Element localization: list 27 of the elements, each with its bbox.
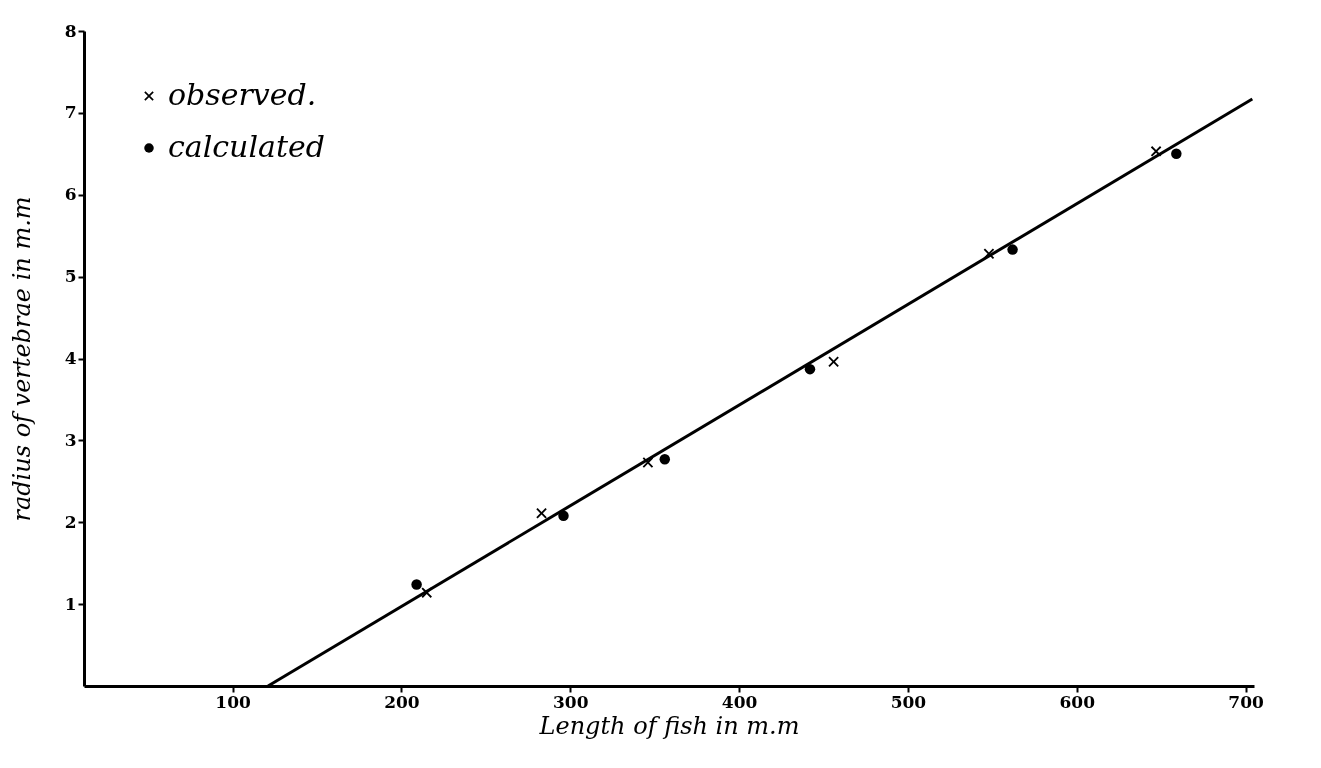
point xyxy=(558,510,569,521)
x-tick-label: 100 xyxy=(215,691,251,712)
x-axis-title: Length of fish in m.m xyxy=(538,711,800,740)
legend-label: calculated xyxy=(168,129,325,164)
y-tick-label: 1 xyxy=(64,593,77,614)
point xyxy=(659,453,671,465)
y-tick-label: 6 xyxy=(64,184,77,205)
x-tick-label: 500 xyxy=(890,691,927,712)
x-tick-label: 400 xyxy=(721,691,758,712)
point xyxy=(1007,244,1018,255)
y-tick-label: 2 xyxy=(64,511,77,532)
x-tick-label: 700 xyxy=(1228,691,1264,712)
x-tick-label: 200 xyxy=(384,691,420,712)
y-axis-title: radius of vertebrae in m.m xyxy=(7,196,36,522)
x-tick-label: 300 xyxy=(552,691,589,712)
x-tick-label: 600 xyxy=(1059,691,1096,712)
point xyxy=(804,363,816,375)
y-tick-label: 3 xyxy=(64,429,77,450)
point xyxy=(536,508,547,519)
point xyxy=(828,356,839,368)
y-tick-label: 8 xyxy=(64,20,77,41)
y-tick-label: 5 xyxy=(64,266,77,287)
point xyxy=(411,579,422,590)
legend-label: observed. xyxy=(168,77,317,112)
y-tick-label: 7 xyxy=(64,102,77,123)
point xyxy=(1171,148,1182,160)
y-tick-label: 4 xyxy=(64,348,77,368)
